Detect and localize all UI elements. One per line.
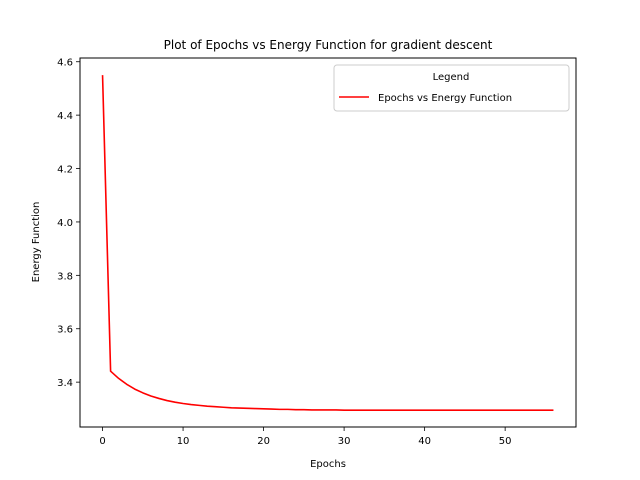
y-tick-label: 3.8 — [57, 271, 73, 282]
axes-frame — [79, 57, 577, 428]
series-line — [101, 75, 554, 411]
legend-entry-label: Epochs vs Energy Function — [378, 93, 512, 104]
y-tick-label: 4.2 — [57, 165, 73, 176]
y-axis-ticks: 3.4 3.6 3.8 4.0 4.2 4.4 4.6 — [57, 58, 80, 389]
plot-area — [79, 57, 577, 428]
legend-box — [333, 64, 570, 112]
x-tick-label: 40 — [418, 436, 431, 447]
x-tick-label: 30 — [338, 436, 351, 447]
y-tick-label: 3.6 — [57, 325, 73, 336]
x-tick-label: 50 — [499, 436, 512, 447]
y-tick-label: 3.4 — [57, 378, 73, 389]
x-tick-label: 20 — [257, 436, 270, 447]
legend-title: Legend — [433, 72, 470, 83]
y-axis-label: Energy Function — [31, 202, 42, 283]
chart-title: Plot of Epochs vs Energy Function for gr… — [164, 38, 493, 52]
y-tick-label: 4.4 — [57, 111, 73, 122]
x-axis-ticks: 0 10 20 30 40 50 — [99, 427, 512, 447]
x-axis-label: Epochs — [310, 459, 346, 470]
x-tick-label: 0 — [99, 436, 105, 447]
legend: Legend Epochs vs Energy Function — [333, 64, 570, 112]
y-tick-label: 4.6 — [57, 58, 73, 69]
x-tick-label: 10 — [177, 436, 190, 447]
y-tick-label: 4.0 — [57, 218, 73, 229]
